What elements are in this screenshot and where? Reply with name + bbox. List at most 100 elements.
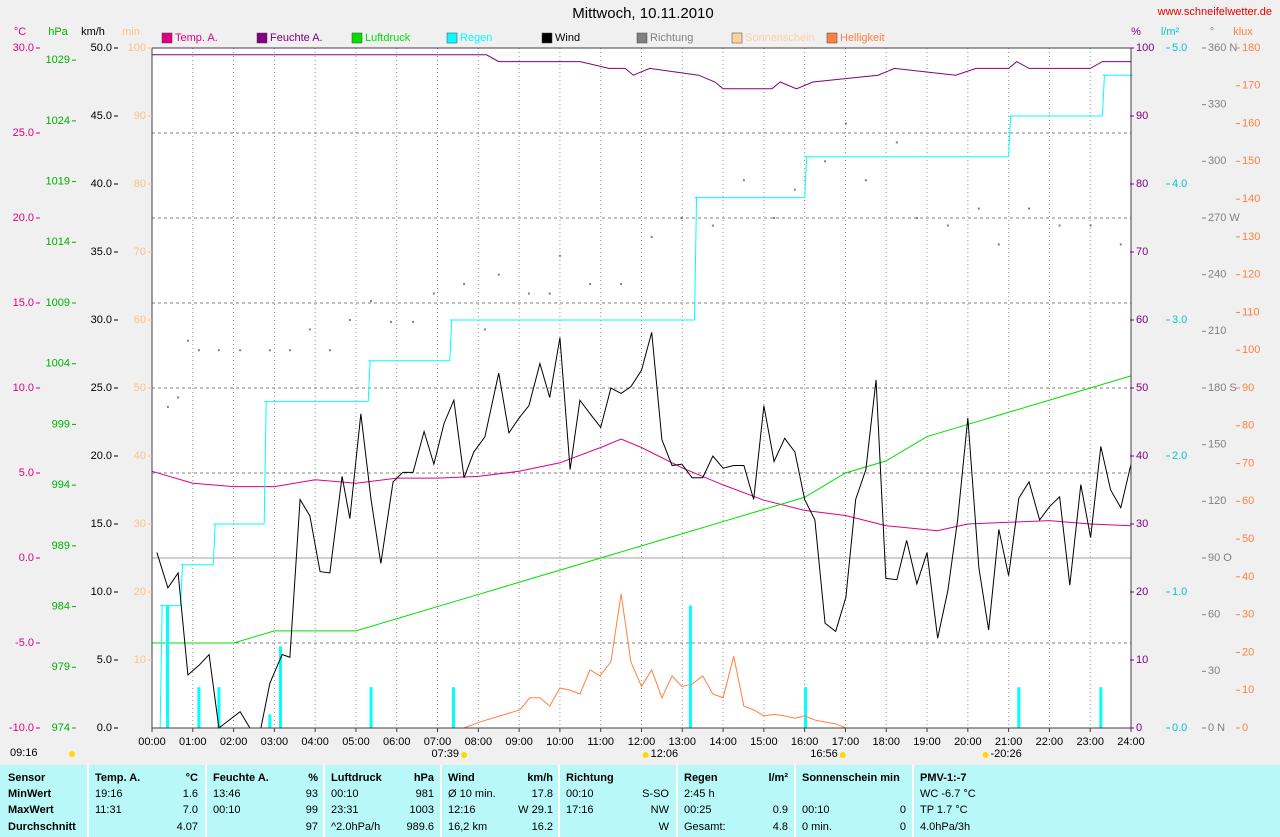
y-tick-label: 30.0: [13, 42, 34, 54]
y-tick-label: 20.0: [91, 450, 112, 462]
direction-dot: [328, 349, 331, 352]
series-line: [152, 54, 1131, 90]
rain-bar: [369, 687, 373, 728]
table-header: hPa: [414, 772, 435, 784]
table-cell: 00:10: [213, 804, 241, 816]
y-tick-label: 120: [1208, 495, 1226, 507]
step-riser: [367, 360, 371, 402]
direction-dot: [915, 217, 918, 219]
y-tick-label: 120: [1242, 269, 1260, 281]
y-tick-label: 60: [134, 314, 146, 326]
direction-dot: [412, 320, 415, 323]
table-cell: 16,2 km: [448, 821, 487, 833]
y-tick-label: 210: [1208, 325, 1226, 337]
y-tick-label: 50: [134, 382, 146, 394]
axis-title: %: [1131, 26, 1141, 38]
x-tick-label: 23:00: [1076, 736, 1104, 748]
direction-dot: [186, 339, 189, 342]
table-cell: WC -6.7 °C: [920, 788, 976, 800]
table-cell: 13:46: [213, 788, 241, 800]
time-marker: [461, 752, 468, 758]
x-tick-label: 03:00: [261, 736, 289, 748]
y-tick-label: 0.0: [1172, 722, 1187, 734]
y-tick-label: 989: [52, 540, 70, 552]
y-tick-label: 0: [1136, 722, 1142, 734]
moon-icon: [69, 751, 75, 757]
rain-bar: [1099, 687, 1103, 728]
direction-dot: [217, 349, 220, 352]
legend-swatch: [731, 32, 743, 44]
direction-dot: [558, 254, 561, 257]
table-cell: ^2.0hPa/h: [331, 821, 380, 833]
y-tick-label: 4.0: [1172, 178, 1187, 190]
table-cell: 97: [306, 821, 318, 833]
x-tick-label: 18:00: [872, 736, 900, 748]
direction-dot: [793, 188, 796, 191]
rain-bar: [451, 687, 455, 728]
direction-dot: [166, 405, 169, 408]
y-tick-label: 360 N: [1208, 42, 1237, 54]
axis-title: km/h: [81, 26, 105, 38]
axis-title: min: [122, 26, 140, 38]
y-tick-label: 1019: [46, 175, 70, 187]
table-cell: 17.8: [532, 788, 553, 800]
table-cell: 00:25: [684, 804, 712, 816]
legend-label: Luftdruck: [365, 32, 411, 44]
direction-dot: [239, 349, 242, 352]
x-tick-label: 22:00: [1036, 736, 1064, 748]
y-tick-label: 1024: [46, 115, 70, 127]
y-tick-label: 90: [134, 110, 146, 122]
y-tick-label: -10.0: [9, 722, 34, 734]
table-cell: NW: [651, 804, 670, 816]
table-cell: 4.07: [177, 821, 198, 833]
y-tick-label: 974: [52, 722, 70, 734]
table-header: Richtung: [566, 772, 614, 784]
y-tick-label: 150: [1242, 155, 1260, 167]
y-tick-label: 270 W: [1208, 212, 1240, 224]
y-tick-label: 300: [1208, 155, 1226, 167]
table-cell: 1.6: [183, 788, 198, 800]
y-tick-label: 3.0: [1172, 314, 1187, 326]
table-header: l/m²: [768, 772, 788, 784]
direction-dot: [483, 328, 486, 331]
direction-dot: [844, 122, 847, 125]
y-tick-label: 170: [1242, 80, 1260, 92]
y-tick-label: 30: [1208, 665, 1220, 677]
table-cell: 0.9: [773, 804, 788, 816]
direction-dot: [1089, 224, 1092, 227]
y-tick-label: 10: [134, 654, 146, 666]
y-tick-label: 984: [52, 600, 70, 612]
axis-title: klux: [1233, 26, 1253, 38]
y-tick-label: 40.0: [91, 178, 112, 190]
step-riser: [212, 523, 216, 565]
grid: [152, 48, 1131, 728]
y-tick-label: 90: [1242, 382, 1254, 394]
time-label: -20:26: [991, 748, 1022, 760]
table-cell: 00:10: [802, 804, 830, 816]
table-cell: W 29.1: [518, 804, 553, 816]
y-tick-label: 60: [1136, 314, 1148, 326]
x-tick-label: 13:00: [669, 736, 697, 748]
table-header: Sensor: [8, 772, 46, 784]
y-tick-label: 1004: [46, 358, 70, 370]
y-tick-label: 40: [134, 450, 146, 462]
table-header: Wind: [448, 772, 475, 784]
y-tick-label: 1014: [46, 236, 70, 248]
time-marker: [839, 752, 846, 758]
x-tick-label: 24:00: [1117, 736, 1145, 748]
x-tick-label: 05:00: [342, 736, 370, 748]
table-cell: 7.0: [183, 804, 198, 816]
y-tick-label: 80: [1242, 420, 1254, 432]
step-riser: [263, 401, 267, 525]
y-tick-label: 70: [1136, 246, 1148, 258]
axes: 00:00 01:00 02:00 03:00 04:00 05:00 06:00 07:00…: [9, 26, 1260, 760]
y-tick-label: 979: [52, 661, 70, 673]
x-tick-label: 04:00: [301, 736, 329, 748]
y-tick-label: 160: [1242, 117, 1260, 129]
x-tick-label: 15:00: [750, 736, 778, 748]
table-cell: 00:10: [331, 788, 359, 800]
direction-dot: [650, 235, 653, 238]
table-cell: 11:31: [95, 804, 122, 816]
y-tick-label: 90 O: [1208, 552, 1232, 564]
table-header: km/h: [527, 772, 553, 784]
